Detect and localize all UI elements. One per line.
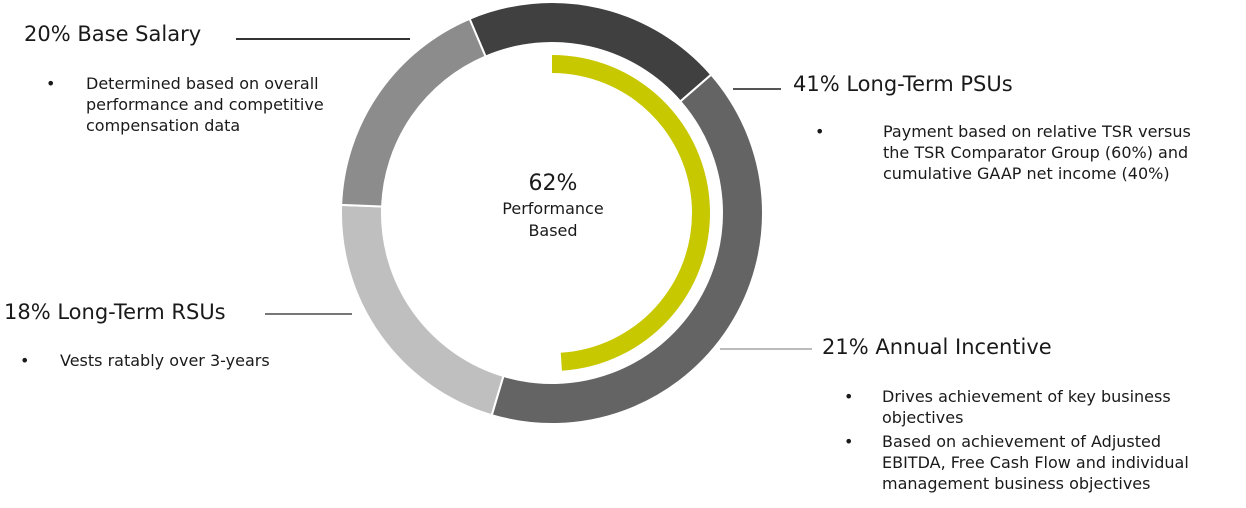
bullets-base-salary: • Determined based on overall performanc… bbox=[46, 73, 376, 139]
center-percent: 62% bbox=[528, 171, 578, 196]
donut-ring bbox=[340, 1, 764, 425]
performance-arc-group bbox=[552, 55, 711, 371]
bullet-dot: • bbox=[844, 387, 854, 406]
leader-annual bbox=[720, 348, 812, 350]
bullets-psus: • Payment based on relative TSR versus t… bbox=[815, 121, 1195, 187]
bullet-text: Vests ratably over 3-years bbox=[60, 351, 270, 370]
bullet-dot: • bbox=[20, 351, 30, 370]
slice-long-term-rsus bbox=[340, 17, 487, 208]
bullet-item: • Based on achievement of Adjusted EBITD… bbox=[844, 431, 1204, 494]
slice-base-salary bbox=[468, 1, 713, 103]
bullet-item: • Determined based on overall performanc… bbox=[46, 73, 376, 136]
label-base-salary: 20% Base Salary bbox=[24, 22, 202, 46]
label-psus: 41% Long-Term PSUs bbox=[793, 72, 1013, 96]
bullet-text: Drives achievement of key business objec… bbox=[882, 387, 1171, 427]
performance-based-arc bbox=[552, 55, 711, 371]
center-line2: Based bbox=[528, 221, 578, 240]
leader-psus bbox=[733, 88, 781, 90]
bullet-text: Based on achievement of Adjusted EBITDA,… bbox=[882, 432, 1189, 493]
bullets-annual: • Drives achievement of key business obj… bbox=[844, 386, 1204, 497]
leader-rsus bbox=[265, 313, 352, 315]
bullet-item: • Drives achievement of key business obj… bbox=[844, 386, 1204, 428]
bullet-dot: • bbox=[46, 74, 56, 93]
bullet-dot: • bbox=[815, 122, 825, 141]
bullet-item: • Vests ratably over 3-years bbox=[20, 350, 340, 371]
bullets-rsus: • Vests ratably over 3-years bbox=[20, 350, 340, 374]
leader-base-salary bbox=[236, 38, 410, 40]
slice-long-term-psus bbox=[490, 73, 764, 425]
center-line1: Performance bbox=[502, 199, 604, 218]
donut-center-label: 62% Performance Based bbox=[453, 170, 653, 242]
bullet-text: Determined based on overall performance … bbox=[86, 74, 324, 135]
bullet-item: • Payment based on relative TSR versus t… bbox=[815, 121, 1195, 184]
bullet-dot: • bbox=[844, 432, 854, 451]
bullet-text: Payment based on relative TSR versus the… bbox=[883, 122, 1191, 183]
label-annual: 21% Annual Incentive bbox=[822, 335, 1052, 359]
label-rsus: 18% Long-Term RSUs bbox=[4, 300, 226, 324]
